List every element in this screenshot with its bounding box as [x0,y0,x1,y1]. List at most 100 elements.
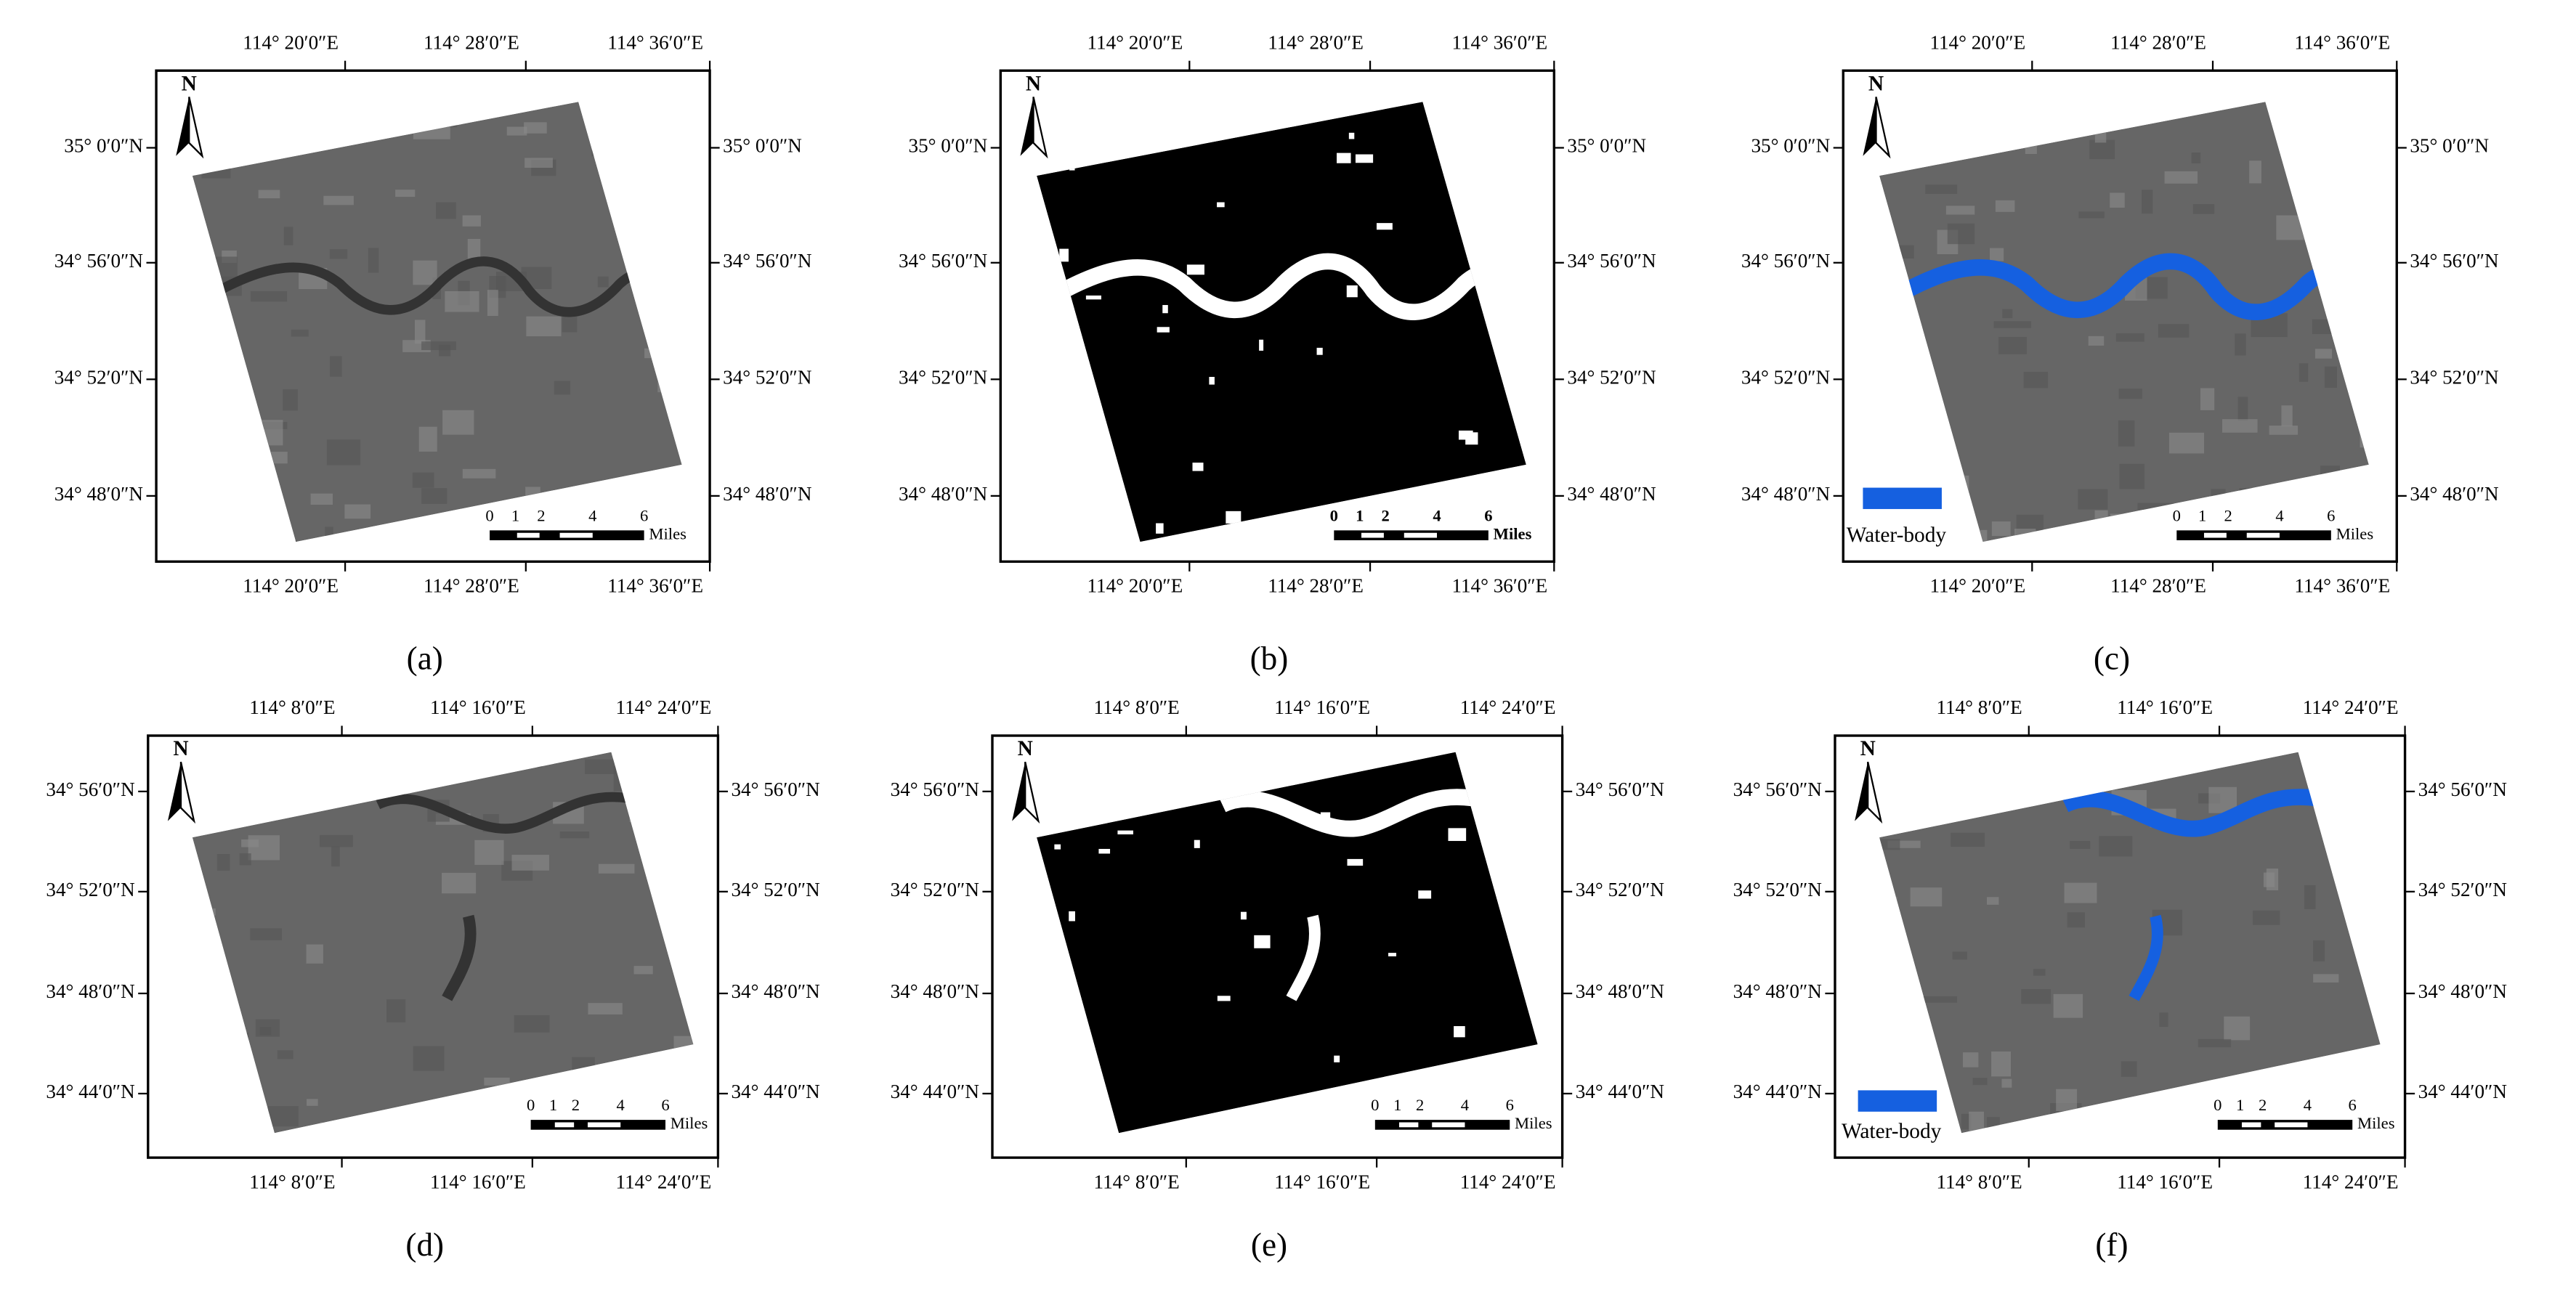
longitude-label: 114° 28′0″E [2110,31,2206,53]
scale-label: 1 [2236,1096,2244,1114]
map-panel: 114° 8′0″E 114° 8′0″E 114° 16′0″E 114° 16′0… [1733,696,2507,1213]
texture-patch [2191,153,2201,163]
texture-patch [2164,171,2198,184]
latitude-label: 34° 44′0″N [1733,1081,1822,1102]
water-patch [1454,1026,1465,1038]
texture-patch [506,126,527,136]
longitude-label: 114° 20′0″E [1929,31,2025,53]
longitude-label: 114° 8′0″E [1936,696,2022,718]
texture-patch [1945,206,1975,215]
scale-bar-segment [1432,1122,1465,1128]
scale-label: 2 [2259,1096,2267,1114]
texture-patch [1921,996,1957,1003]
latitude-label: 35° 0′0″N [1751,135,1830,157]
texture-patch [1951,832,1985,847]
water-patch [1192,463,1204,471]
river [1879,253,2369,321]
image-footprint [1037,102,1526,542]
longitude-label: 114° 24′0″E [1460,696,1556,718]
water-patch [1209,376,1215,385]
texture-patch [2263,872,2275,887]
longitude-label: 114° 24′0″E [2303,696,2399,718]
texture-patch [2088,336,2105,346]
panel-caption: (b) [1250,641,1289,677]
scale-bar-segment [554,1122,575,1128]
legend-label: Water-body [1842,1120,1942,1143]
texture-patch [1986,897,1999,905]
longitude-label: 114° 20′0″E [243,575,339,597]
scale-unit: Miles [649,524,686,542]
texture-patch [2023,372,2049,389]
water-patch [1069,911,1075,922]
water-patch [1448,828,1467,842]
texture-patch [1916,1195,1951,1213]
latitude-label: 34° 52′0″N [899,367,987,389]
water-patch [1217,202,1225,208]
longitude-label: 114° 8′0″E [1094,696,1180,718]
longitude-label: 114° 8′0″E [1936,1171,2022,1193]
water-patch [1226,511,1242,524]
scale-label: 0 [2214,1096,2221,1114]
scale-label: 1 [511,506,519,524]
north-label: N [1026,72,1041,95]
latitude-label: 34° 48′0″N [723,483,811,505]
texture-patch [2110,192,2125,208]
longitude-label: 114° 28′0″E [1268,575,1364,597]
longitude-label: 114° 36′0″E [2294,31,2390,53]
texture-patch [524,158,553,168]
texture-patch [436,202,456,219]
latitude-label: 34° 52′0″N [2410,367,2498,389]
texture-patch [250,928,282,940]
water-patch [1194,839,1200,848]
texture-patch [487,290,498,317]
texture-patch [248,835,280,861]
water-patch [1240,911,1247,920]
latitude-label: 34° 56′0″N [2418,778,2507,800]
texture-patch [2298,363,2309,382]
image-footprint [192,752,694,1134]
scale-unit: Miles [2357,1114,2395,1132]
texture-patch [2089,139,2115,160]
scale-label: 1 [549,1096,557,1114]
north-arrow [188,97,204,159]
texture-patch [2281,405,2293,427]
texture-patch [554,381,571,395]
scale-bar-segment [2275,1122,2308,1128]
latitude-label: 34° 56′0″N [1733,778,1822,800]
longitude-label: 114° 24′0″E [2303,1171,2399,1193]
texture-patch [250,291,288,302]
longitude-label: 114° 36′0″E [607,575,703,597]
water-patch [1085,295,1101,300]
texture-patch [1947,223,1975,245]
latitude-label: 34° 56′0″N [1567,250,1656,272]
water-patch [1320,812,1331,818]
water-patch [1337,153,1351,163]
scale-bar-segment [2241,1122,2261,1128]
scale-label: 6 [1484,506,1492,524]
longitude-label: 114° 8′0″E [1094,1171,1180,1193]
longitude-label: 114° 20′0″E [243,31,339,53]
river-branch [2129,914,2163,1001]
water-patch [1217,996,1231,1001]
texture-patch [2269,426,2298,435]
water-patch [1334,1055,1340,1062]
texture-patch [2237,397,2248,421]
longitude-label: 114° 8′0″E [249,1171,335,1193]
texture-patch [1991,1051,2012,1077]
latitude-label: 34° 52′0″N [2418,879,2507,900]
latitude-label: 34° 52′0″N [46,879,134,900]
texture-patch [325,526,333,541]
scale-label: 4 [617,1096,625,1114]
texture-patch [306,944,323,964]
texture-patch [511,855,549,871]
texture-patch [462,215,481,227]
texture-patch [2192,203,2215,214]
texture-patch [1998,336,2028,354]
texture-patch [1969,1111,1984,1134]
texture-patch [368,248,379,273]
latitude-label: 34° 52′0″N [891,879,979,900]
texture-patch [2067,912,2085,928]
legend-swatch [1858,1090,1937,1112]
texture-patch [421,488,447,504]
texture-patch [1961,1113,1972,1130]
